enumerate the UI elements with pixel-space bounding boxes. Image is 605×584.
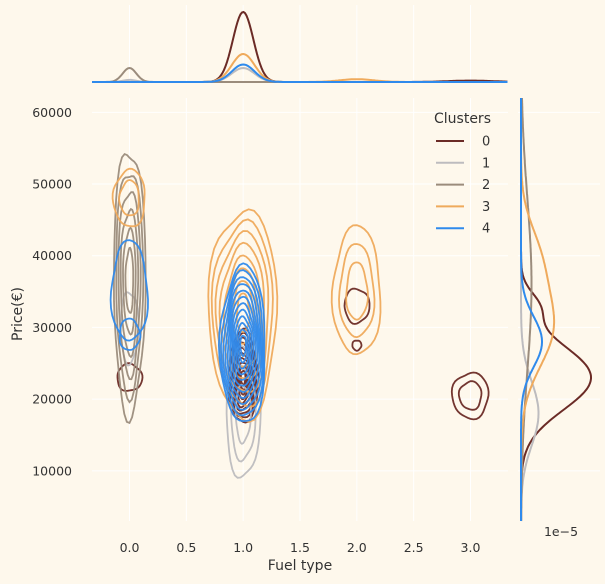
kde-contour-cluster-3 <box>338 243 376 339</box>
kde-contour-cluster-4 <box>118 317 142 351</box>
marginal-x-kde-cluster-4 <box>92 63 508 83</box>
y-axis-label: Price(€) <box>10 287 26 341</box>
y-tick-label: 60000 <box>32 105 72 120</box>
legend-label-cluster-4: 4 <box>482 222 490 237</box>
y-tick-label: 40000 <box>32 248 72 263</box>
kde-contour-cluster-4 <box>232 308 255 381</box>
legend-title: Clusters <box>434 111 491 127</box>
kde-contour-cluster-4 <box>237 328 249 364</box>
y-tick-labels: 10000 20000 30000 40000 50000 60000 <box>32 105 72 478</box>
kde-contour-cluster-4 <box>222 276 264 411</box>
kde-contour-cluster-4 <box>229 295 259 393</box>
legend-label-cluster-3: 3 <box>482 200 490 215</box>
x-tick-label: 3.0 <box>461 540 481 555</box>
kde-contour-cluster-3 <box>118 179 140 217</box>
kde-contour-cluster-2 <box>115 175 145 404</box>
y-tick-label: 10000 <box>32 463 72 478</box>
kde-contour-cluster-2 <box>117 191 142 381</box>
marginal-y-kde-cluster-4 <box>520 98 543 521</box>
kde-contour-cluster-3 <box>345 261 369 321</box>
legend: Clusters 0 1 2 3 4 <box>434 111 491 237</box>
kde-contour-cluster-4 <box>109 239 149 342</box>
kde-contour-cluster-0 <box>343 287 371 325</box>
kde-contour-cluster-3 <box>235 292 251 334</box>
x-tick-label: 2.0 <box>347 540 367 555</box>
x-tick-label: 1.0 <box>233 540 253 555</box>
x-tick-labels: 0.0 0.5 1.0 1.5 2.0 2.5 3.0 <box>120 540 481 555</box>
marginal-y-scale-label: 1e−5 <box>544 524 578 539</box>
y-tick-label: 30000 <box>32 320 72 335</box>
kde-contour-cluster-4 <box>224 283 263 406</box>
kde-contour-cluster-2 <box>122 226 137 336</box>
y-tick-label: 20000 <box>32 392 72 407</box>
kde-contour-cluster-4 <box>231 302 257 387</box>
kde-contour-cluster-3 <box>111 167 146 228</box>
kde-contour-cluster-3 <box>218 241 265 380</box>
kde-contour-cluster-0 <box>450 371 490 421</box>
marginal-y-kde <box>520 98 592 522</box>
kde-contour-cluster-2 <box>112 153 147 425</box>
legend-label-cluster-1: 1 <box>482 156 490 171</box>
kde-contour-cluster-3 <box>214 230 270 393</box>
kde-contour-cluster-4 <box>234 315 253 376</box>
kde-contour-cluster-4 <box>239 335 247 357</box>
kde-contour-cluster-4 <box>235 321 251 370</box>
legend-label-cluster-2: 2 <box>482 178 490 193</box>
kde-contour-cluster-2 <box>119 207 140 359</box>
grid <box>92 5 600 521</box>
kde-contour-cluster-0 <box>457 380 483 411</box>
x-tick-label: 0.5 <box>176 540 196 555</box>
x-axis-label: Fuel type <box>268 558 332 574</box>
marginal-x-kde <box>92 10 508 83</box>
legend-label-cluster-0: 0 <box>482 135 490 150</box>
x-tick-label: 0.0 <box>120 540 140 555</box>
kde-contour-cluster-3 <box>330 224 382 356</box>
kde-contour-cluster-0 <box>351 339 363 352</box>
kde-contour-cluster-4 <box>220 269 265 417</box>
kde-contour-cluster-1 <box>230 364 257 463</box>
kde-contour-cluster-3 <box>207 208 279 423</box>
x-tick-label: 2.5 <box>404 540 424 555</box>
y-tick-label: 50000 <box>32 177 72 192</box>
kde-contour-cluster-2 <box>124 246 135 314</box>
kde-contours <box>109 153 490 479</box>
kde-contour-cluster-4 <box>217 262 266 423</box>
x-tick-label: 1.5 <box>290 540 310 555</box>
kde-contour-cluster-4 <box>226 289 261 400</box>
